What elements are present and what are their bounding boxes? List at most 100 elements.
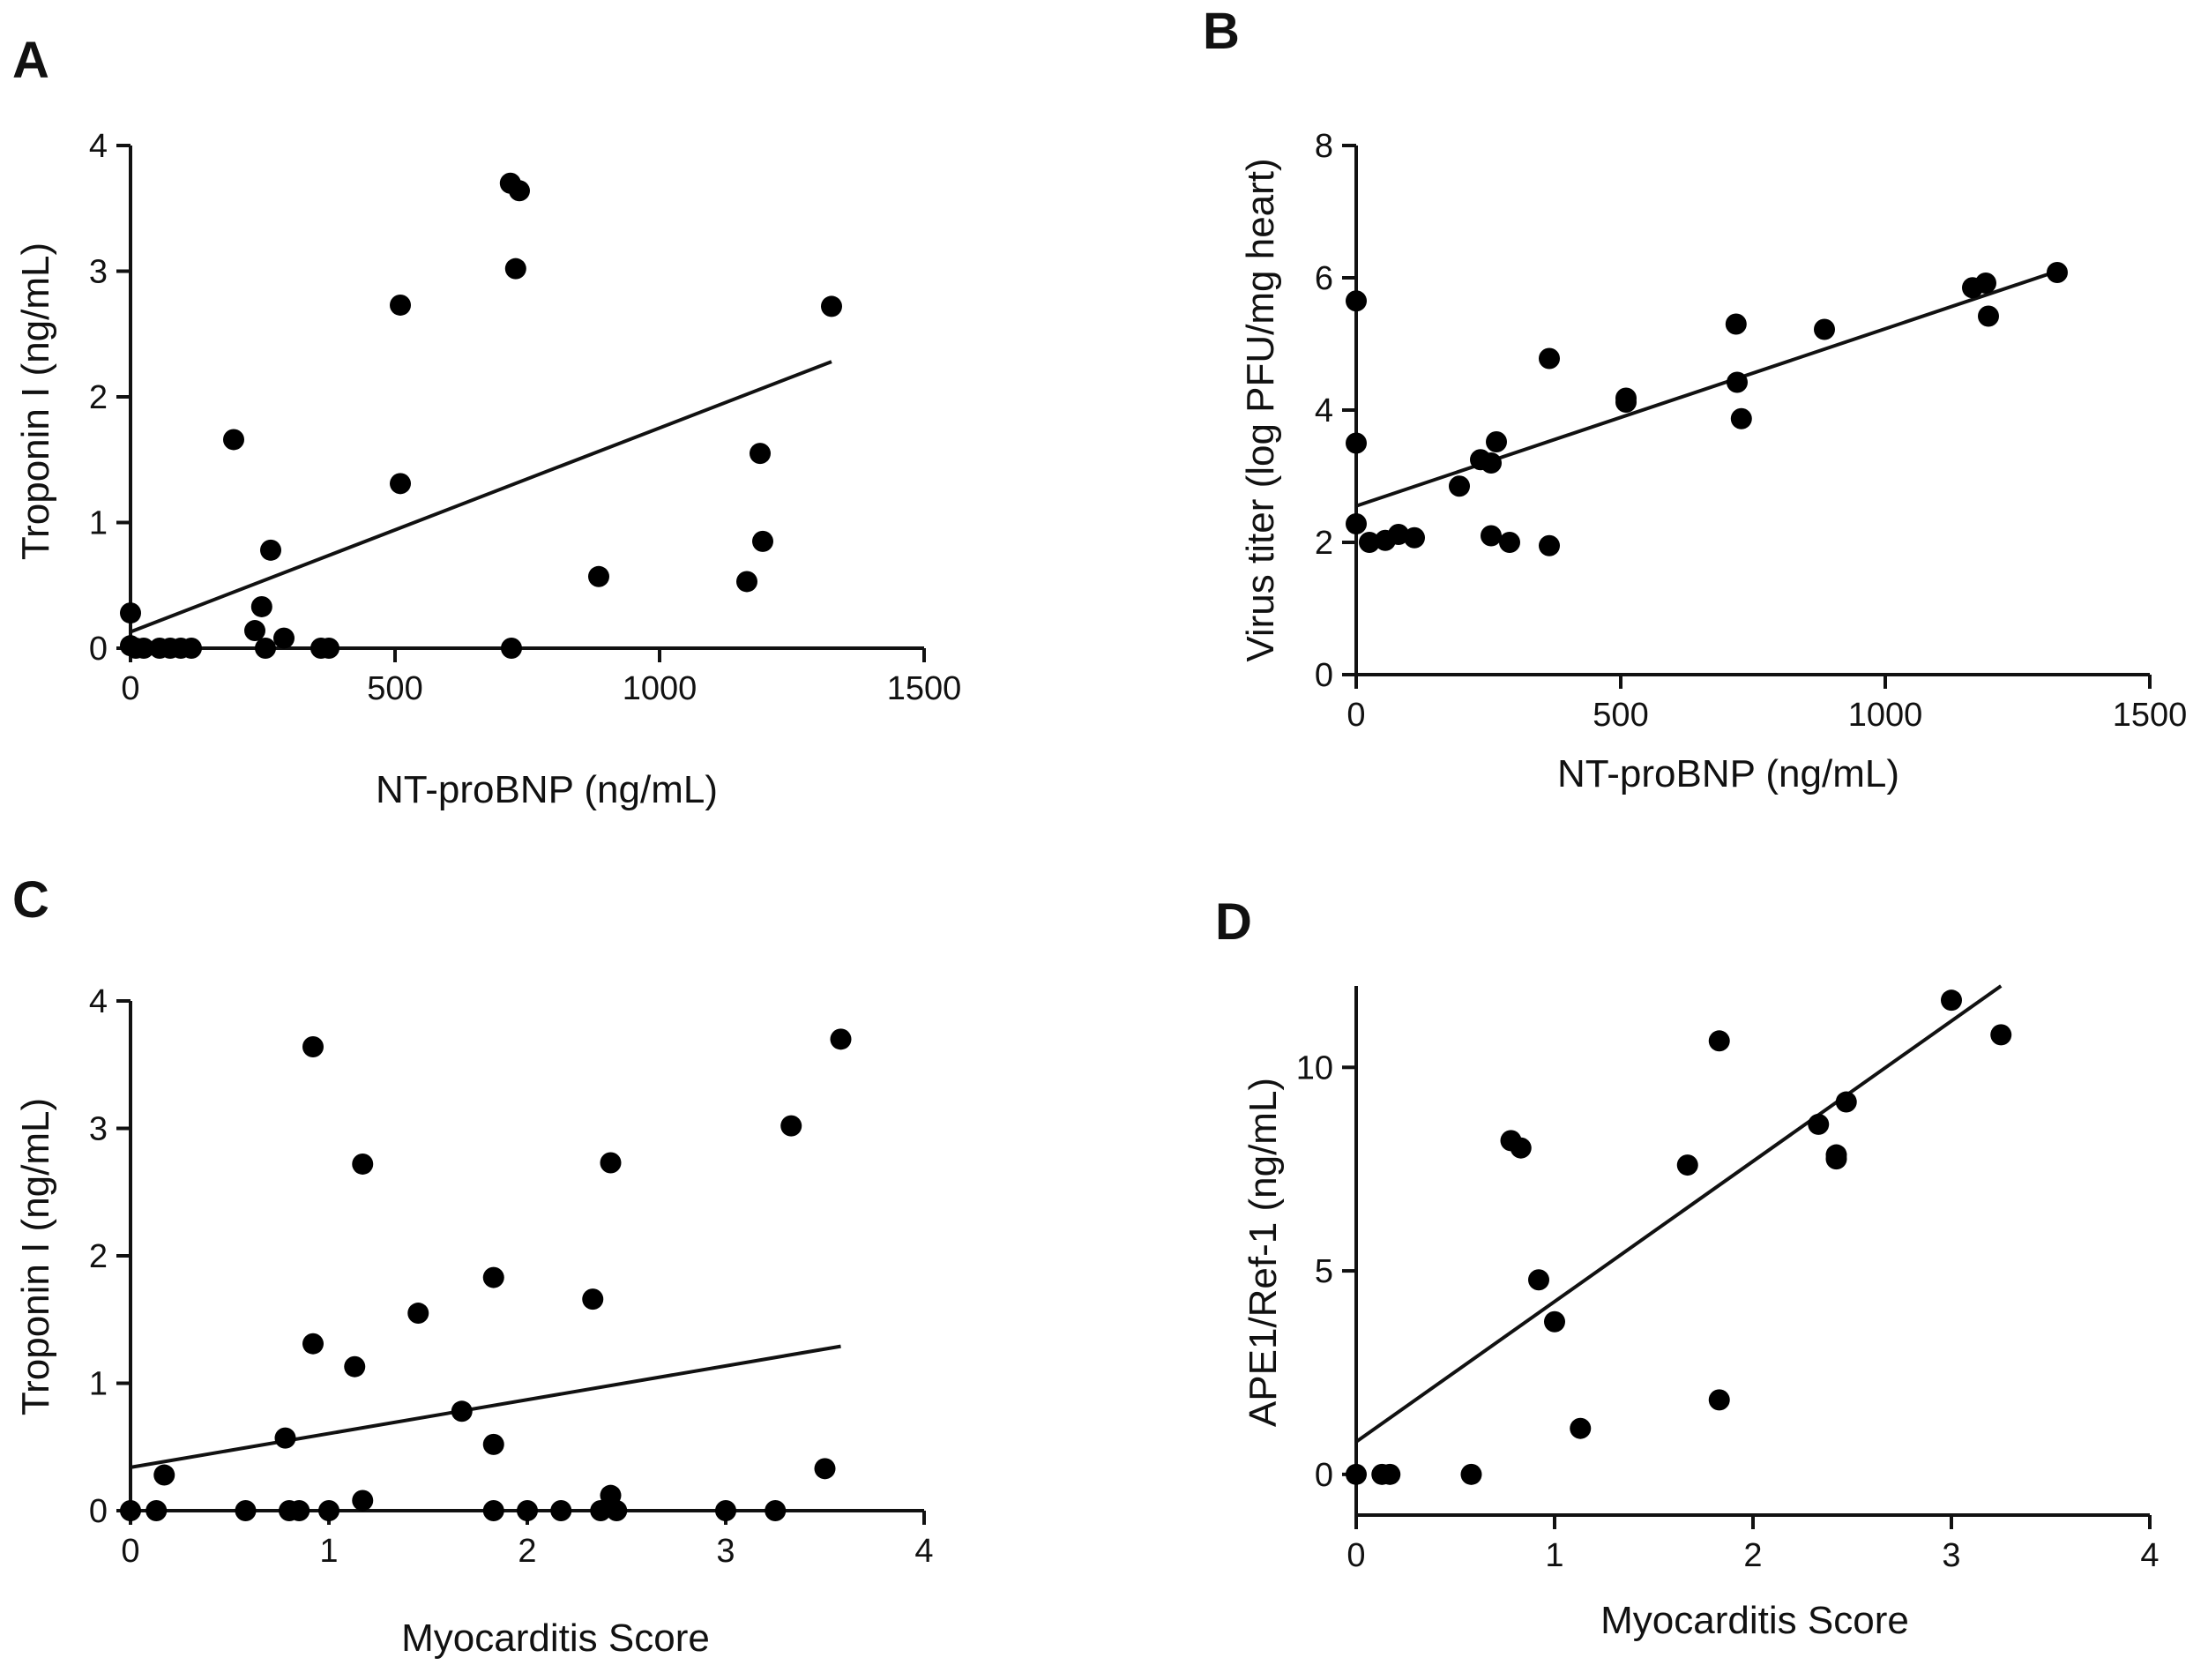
panel-b-y-tick-label: 8 (1315, 128, 1333, 165)
panel-a-y-tick-label: 1 (89, 505, 108, 542)
panel-b-data-point (1449, 475, 1470, 497)
panel-c-x-tick-label: 4 (914, 1533, 933, 1570)
panel-b-x-tick-label: 500 (1593, 697, 1648, 734)
panel-b-x-tick-label: 1000 (1848, 697, 1923, 734)
panel-a-data-point (390, 473, 411, 495)
panel-c: C Myocarditis Score Troponin I (ng/mL) 0… (12, 871, 934, 1660)
panel-b-y-tick-label: 0 (1315, 657, 1333, 694)
panel-c-data-point (451, 1400, 473, 1422)
panel-b-data-point (1388, 524, 1409, 545)
panel-a-y-tick-label: 4 (89, 128, 108, 165)
panel-d-data-point (1990, 1024, 2012, 1046)
panel-d-data-point (1676, 1154, 1698, 1176)
panel-a-data-point (501, 638, 522, 659)
panel-c-x-tick-label: 1 (319, 1533, 338, 1570)
panel-a-data-point (273, 627, 295, 649)
panel-d-data-point (1510, 1137, 1532, 1159)
panel-c-letter: C (12, 871, 49, 929)
panel-d-data-point (1460, 1463, 1482, 1485)
panel-c-y-tick-label: 2 (89, 1238, 108, 1275)
panel-b-data-point (1481, 525, 1502, 547)
panel-d-y-tick-label: 0 (1315, 1457, 1333, 1494)
panel-a-data-point (244, 620, 265, 642)
panel-d-x-axis-title: Myocarditis Score (1600, 1599, 1909, 1642)
panel-c-x-axis-title: Myocarditis Score (401, 1617, 710, 1660)
panel-d-data-point (1528, 1269, 1549, 1291)
panel-a-y-tick-label: 3 (89, 254, 108, 291)
panel-d-y-tick-label: 10 (1296, 1049, 1333, 1086)
panel-c-data-point (814, 1458, 836, 1480)
panel-b-data-point (1486, 431, 1507, 452)
panel-c-y-axis-title: Troponin I (ng/mL) (14, 1098, 57, 1415)
panel-b-data-point (1539, 534, 1560, 556)
panel-b-data-point (2047, 262, 2068, 283)
panel-c-data-point (606, 1500, 628, 1521)
panel-c-x-tick-label: 0 (121, 1533, 139, 1570)
panel-a-data-point (223, 429, 244, 451)
panel-c-data-point (274, 1427, 296, 1449)
panel-a-data-point (250, 595, 272, 617)
panel-b-data-point (1346, 513, 1367, 534)
panel-a-data-point (588, 565, 609, 587)
panel-c-data-point (352, 1490, 374, 1512)
panel-b-x-axis-title: NT-proBNP (ng/mL) (1557, 752, 1899, 795)
panel-b-data-point (1727, 371, 1748, 393)
panel-c-data-point (318, 1500, 339, 1521)
panel-b-data-point (1730, 407, 1752, 429)
panel-a-data-point (133, 638, 154, 659)
panel-c-y-tick-label: 3 (89, 1111, 108, 1148)
panel-a-data-point (750, 443, 771, 465)
panel-a-x-tick-label: 0 (121, 670, 139, 707)
panel-c-y-tick-label: 1 (89, 1366, 108, 1403)
panel-d-y-tick-label: 5 (1315, 1253, 1333, 1290)
panel-a-y-tick-label: 2 (89, 379, 108, 416)
panel-a-data-point (260, 539, 281, 561)
panel-b-data-point (1615, 392, 1637, 413)
panel-c-x-tick-label: 2 (518, 1533, 536, 1570)
panel-c-data-point (120, 1500, 141, 1521)
panel-c-y-tick-label: 4 (89, 983, 108, 1020)
panel-d-x-tick-label: 2 (1743, 1537, 1762, 1574)
panel-d-data-point (1544, 1310, 1565, 1333)
panel-d-data-point (1570, 1417, 1592, 1439)
panel-c-data-point (780, 1115, 802, 1137)
panel-a-x-tick-label: 1500 (887, 670, 962, 707)
panel-c-data-point (517, 1500, 538, 1521)
panel-c-data-point (482, 1433, 504, 1455)
panel-a-data-point (752, 530, 773, 552)
panel-b-y-tick-label: 2 (1315, 525, 1333, 562)
panel-b-x-tick-label: 1500 (2113, 697, 2188, 734)
panel-c-data-point (344, 1355, 366, 1378)
panel-c-data-point (302, 1333, 324, 1355)
panel-d-x-tick-label: 0 (1346, 1537, 1365, 1574)
panel-a-x-tick-label: 500 (367, 670, 422, 707)
panel-c-data-point (765, 1500, 787, 1521)
panel-c-data-point (590, 1500, 612, 1521)
panel-b-y-axis-title: Virus titer (log PFU/mg heart) (1239, 158, 1282, 661)
panel-c-data-point (830, 1028, 852, 1050)
panel-b-regression-line (1355, 269, 2058, 508)
panel-d-data-point (1708, 1389, 1730, 1411)
panel-a: A NT-proBNP (ng/mL) Troponin I (ng/mL) 0… (12, 32, 961, 811)
panel-b-data-point (1499, 532, 1520, 553)
panel-d-data-point (1941, 989, 1962, 1012)
panel-a-data-point (821, 295, 842, 317)
panel-c-regression-line (130, 1344, 841, 1469)
panel-b-data-point (1975, 273, 1996, 294)
panel-c-data-point (715, 1500, 736, 1521)
panel-a-data-point (255, 638, 276, 659)
panel-d-regression-line (1354, 984, 2003, 1444)
panel-d-data-point (1835, 1091, 1857, 1113)
panel-a-y-axis-title: Troponin I (ng/mL) (14, 243, 57, 560)
panel-c-data-point (235, 1500, 257, 1521)
panel-c-data-point (145, 1500, 168, 1521)
panel-c-data-point (482, 1266, 504, 1288)
panel-b-data-point (1346, 432, 1367, 454)
panel-b-data-point (1725, 313, 1747, 335)
panel-a-regression-line (130, 360, 832, 634)
panel-b-data-point (1814, 318, 1835, 340)
panel-c-x-tick-label: 3 (716, 1533, 735, 1570)
panel-b-x-tick-label: 0 (1346, 697, 1365, 734)
panel-b-y-tick-label: 4 (1315, 392, 1333, 429)
